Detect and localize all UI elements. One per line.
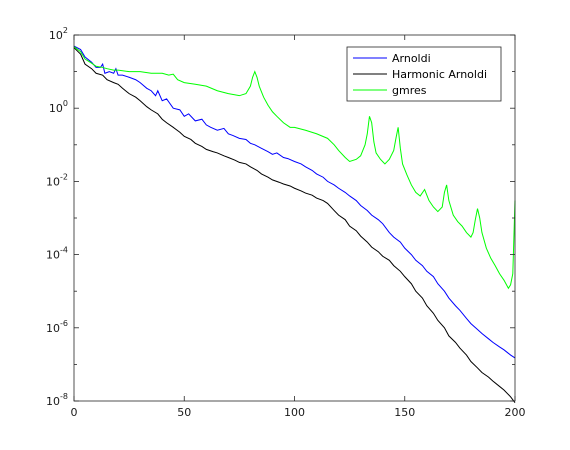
y-tick-label: 10-4 [46, 246, 68, 262]
y-tick-label: 102 [49, 26, 68, 42]
series-line-gmres [73, 46, 516, 290]
legend-label: Harmonic Arnoldi [392, 68, 487, 81]
legend: Arnoldi Harmonic Arnoldi gmres [346, 46, 502, 102]
y-tick-label: 10-6 [46, 319, 68, 335]
y-tick-label-base: 10 [46, 395, 60, 408]
legend-label: Arnoldi [392, 52, 431, 65]
series-line-arnoldi [73, 45, 516, 359]
y-tick-label: 10-2 [46, 172, 68, 188]
y-tick-label: 100 [49, 99, 68, 115]
y-tick-label-base: 10 [49, 102, 63, 115]
y-tick-label-exponent: 2 [63, 26, 68, 35]
x-tick-label: 150 [394, 406, 415, 419]
y-tick-label-exponent: -4 [60, 246, 68, 255]
legend-label: gmres [392, 84, 427, 97]
y-tick-label-exponent: -8 [60, 392, 68, 401]
series-line-harmonic-arnoldi [73, 47, 516, 403]
x-tick-label: 100 [284, 406, 305, 419]
y-tick-label-base: 10 [46, 322, 60, 335]
y-tick-label-exponent: 0 [63, 99, 68, 108]
y-tick-label-base: 10 [46, 249, 60, 262]
x-tick-label: 0 [71, 406, 78, 419]
y-tick-label-base: 10 [46, 175, 60, 188]
y-tick-label-exponent: -6 [60, 319, 68, 328]
x-tick-label: 50 [177, 406, 191, 419]
y-tick-label-exponent: -2 [60, 172, 68, 181]
x-tick-label: 200 [505, 406, 526, 419]
y-tick-label-base: 10 [49, 29, 63, 42]
y-tick-label: 10-8 [46, 392, 68, 408]
